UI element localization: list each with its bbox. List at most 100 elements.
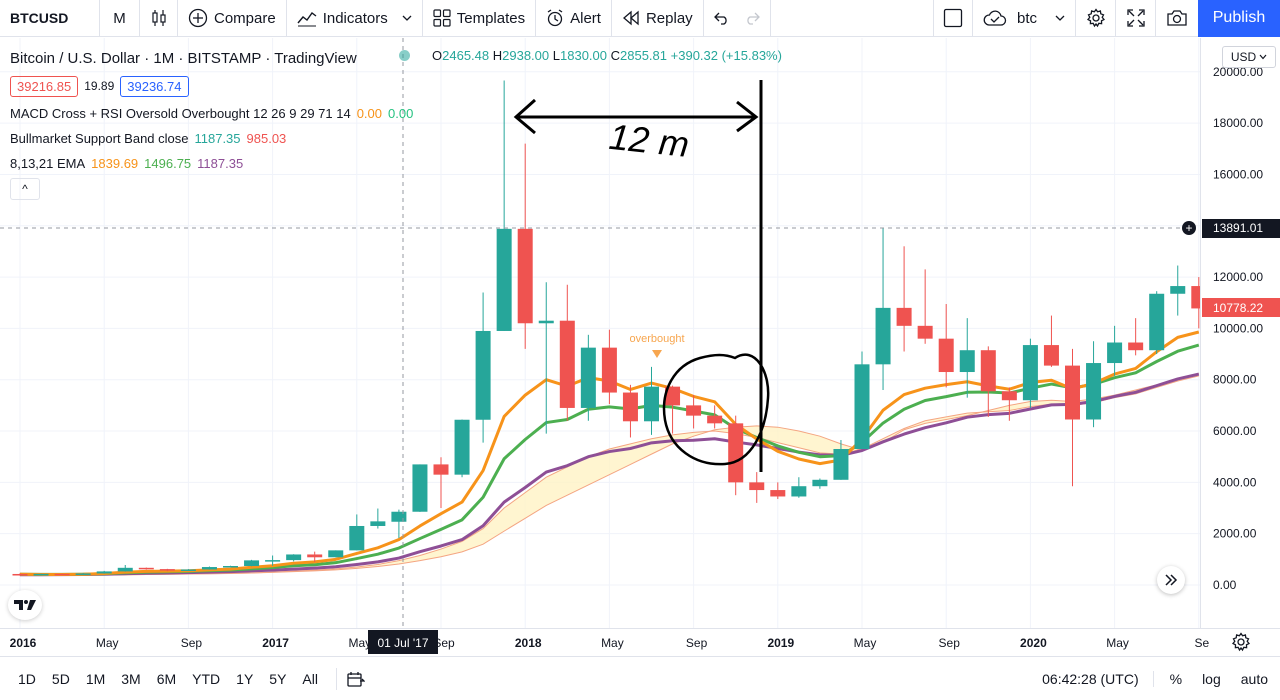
legend-title-row: Bitcoin / U.S. Dollar · 1M · BITSTAMP · … (10, 46, 413, 71)
indicators-button[interactable]: Indicators (287, 0, 423, 37)
candle-body (1086, 363, 1102, 420)
range-all-button[interactable]: All (302, 670, 318, 687)
candle-body (1170, 286, 1186, 294)
layout-button[interactable] (932, 0, 973, 37)
auto-toggle[interactable]: auto (1240, 670, 1268, 687)
bottom-right-group: 06:42:28 (UTC) % log auto (1028, 670, 1280, 687)
utc-clock[interactable]: 06:42:28 (UTC) (1028, 670, 1154, 687)
range-1m-button[interactable]: 1M (85, 670, 106, 687)
candle-body (791, 486, 807, 497)
candle (412, 464, 428, 512)
time-axis: 2016 May Sep 2017 May Sep 2018 May Sep 2019 May Sep… (10, 630, 1209, 654)
time-tick-label: May (854, 636, 877, 650)
measure-arrow[interactable] (513, 98, 759, 135)
redo-icon[interactable] (744, 11, 760, 25)
range-3m-button[interactable]: 3M (121, 670, 141, 687)
tradingview-logo-icon (14, 600, 36, 610)
spread-value: 19.89 (84, 79, 115, 93)
alert-button[interactable]: Alert (536, 0, 612, 37)
crosshair-time-label: 01 Jul '17 (378, 636, 429, 650)
indicator-value: 1187.35 (194, 131, 241, 146)
range-1d-button[interactable]: 1D (18, 670, 36, 687)
candle-body (1191, 286, 1200, 309)
candle-body (559, 320, 575, 408)
circle-drawing[interactable] (662, 353, 770, 466)
undo-icon[interactable] (713, 11, 730, 25)
goto-date-icon[interactable] (347, 671, 365, 687)
replay-button[interactable]: Replay (612, 0, 704, 37)
save-layout-button[interactable]: btc (973, 0, 1076, 37)
candle-body (917, 325, 933, 339)
indicator-row-support-band[interactable]: Bullmarket Support Band close 1187.35 98… (10, 126, 413, 151)
ohlc-values: O2465.48 H2938.00 L1830.00 C2855.81 +390… (432, 48, 782, 63)
scroll-to-realtime-button[interactable] (1157, 566, 1185, 594)
compare-button[interactable]: Compare (178, 0, 287, 37)
candle (917, 269, 933, 344)
change-value: +390.32 (+15.83%) (670, 48, 782, 63)
indicator-row-macd[interactable]: MACD Cross + RSI Oversold Overbought 12 … (10, 101, 413, 126)
candle (644, 366, 659, 435)
chart-style-button[interactable] (140, 0, 178, 37)
candle-body (496, 228, 512, 331)
collapse-legend-button[interactable]: ^ (10, 177, 40, 200)
crosshair-price-box (1202, 219, 1280, 238)
price-tick-label: 10000.00 (1213, 321, 1263, 335)
candle-body (54, 573, 70, 576)
symbol-search-button[interactable]: BTCUSD (0, 0, 100, 37)
chevron-up-icon: ^ (22, 181, 28, 196)
chart-pane[interactable]: overbought 12 m + (0, 38, 1200, 628)
candle (1065, 348, 1080, 487)
tradingview-logo[interactable] (8, 590, 42, 620)
candle (454, 419, 470, 478)
candle (601, 329, 617, 405)
candle (791, 477, 807, 498)
sell-price[interactable]: 39216.85 (10, 75, 79, 97)
range-5y-button[interactable]: 5Y (269, 670, 287, 687)
close-value: 2855.81 (620, 48, 668, 63)
axis-settings-button[interactable] (1231, 632, 1251, 652)
fullscreen-button[interactable] (1116, 0, 1156, 37)
chevron-down-icon (1055, 14, 1065, 22)
candle-body (12, 573, 28, 576)
candle-body (622, 392, 638, 422)
price-scale[interactable]: 20000.00 18000.00 16000.00 12000.00 10000.00… (1200, 38, 1280, 628)
symbol-title[interactable]: Bitcoin / U.S. Dollar · 1M · BITSTAMP · … (10, 50, 357, 67)
snapshot-button[interactable] (1156, 0, 1198, 37)
candle (728, 415, 744, 496)
candle (1191, 277, 1200, 329)
indicator-value: 0.00 (356, 106, 383, 121)
range-ytd-button[interactable]: YTD (192, 670, 221, 687)
candle (707, 405, 723, 429)
time-scale[interactable]: 2016 May Sep 2017 May Sep 2018 May Sep 2019 May Sep… (0, 628, 1280, 656)
candle (749, 472, 765, 503)
candle-body (833, 449, 849, 480)
candle (686, 395, 702, 429)
interval-button[interactable]: M (100, 0, 140, 37)
price-chart[interactable]: overbought 12 m + (0, 38, 1200, 628)
buy-price[interactable]: 39236.74 (120, 75, 189, 97)
candle (622, 384, 638, 438)
market-status-icon[interactable] (399, 50, 410, 61)
candle (770, 482, 786, 500)
range-5d-button[interactable]: 5D (51, 670, 70, 687)
percent-toggle[interactable]: % (1169, 670, 1183, 687)
log-toggle[interactable]: log (1202, 670, 1221, 687)
range-6m-button[interactable]: 6M (156, 670, 177, 687)
candle-body (201, 567, 217, 570)
candle-body (959, 350, 975, 373)
overbought-triangle-icon (652, 350, 662, 358)
candle (1022, 338, 1038, 408)
replay-icon (622, 10, 640, 26)
candle (391, 509, 407, 539)
candle-body (1022, 345, 1038, 401)
candle (307, 551, 323, 562)
range-1y-button[interactable]: 1Y (236, 670, 254, 687)
settings-button[interactable] (1076, 0, 1116, 37)
publish-button[interactable]: Publish (1198, 0, 1280, 37)
currency-select[interactable]: USD (1222, 46, 1276, 68)
close-key: C (610, 48, 621, 63)
indicator-row-ema[interactable]: 8,13,21 EMA 1839.69 1496.75 1187.35 (10, 151, 413, 176)
candle-body (307, 554, 323, 558)
templates-button[interactable]: Templates (423, 0, 537, 37)
candle-body (812, 479, 828, 487)
